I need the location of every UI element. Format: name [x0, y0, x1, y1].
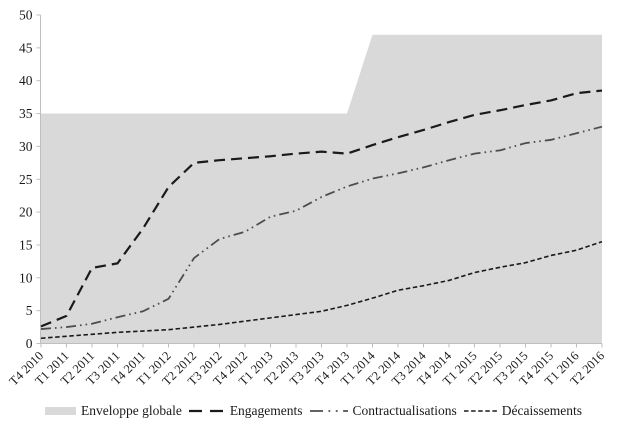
series-area-enveloppe-globale [41, 34, 602, 344]
legend-label: Enveloppe globale [80, 403, 182, 418]
dash-dot-dot-line-icon [309, 410, 348, 412]
chart-legend: Enveloppe globale Engagements Contractua… [0, 403, 627, 419]
y-tick-label: 40 [19, 73, 33, 88]
legend-item-contractualisations: Contractualisations [309, 403, 457, 419]
y-tick-label: 45 [19, 40, 33, 55]
legend-item-enveloppe-globale: Enveloppe globale [44, 403, 182, 419]
axes [36, 14, 603, 348]
y-tick-label: 30 [19, 139, 33, 154]
short-dash-line-icon [463, 410, 497, 412]
area-swatch-icon [44, 407, 76, 415]
long-dash-line-icon [188, 409, 225, 413]
legend-item-decaissements: Décaissements [463, 403, 583, 419]
series-line-contractualisations [40, 125, 603, 330]
y-tick-label: 20 [19, 205, 33, 220]
y-tick-label: 50 [19, 8, 33, 23]
legend-label: Contractualisations [352, 403, 457, 418]
y-tick-label: 5 [26, 303, 33, 318]
legend-label: Engagements [229, 403, 303, 418]
y-tick-label: 35 [19, 106, 33, 121]
y-tick-label: 15 [19, 237, 33, 252]
y-axis-labels: 0 5 10 15 20 25 30 35 40 45 50 [19, 8, 33, 352]
y-tick-label: 25 [19, 172, 33, 187]
series-line-d-caissements [40, 240, 603, 340]
legend-item-engagements: Engagements [188, 403, 303, 419]
legend-label: Décaissements [501, 403, 583, 418]
series-line-engagements [40, 89, 603, 328]
y-tick-label: 10 [19, 270, 33, 285]
y-tick-label: 0 [26, 336, 33, 351]
